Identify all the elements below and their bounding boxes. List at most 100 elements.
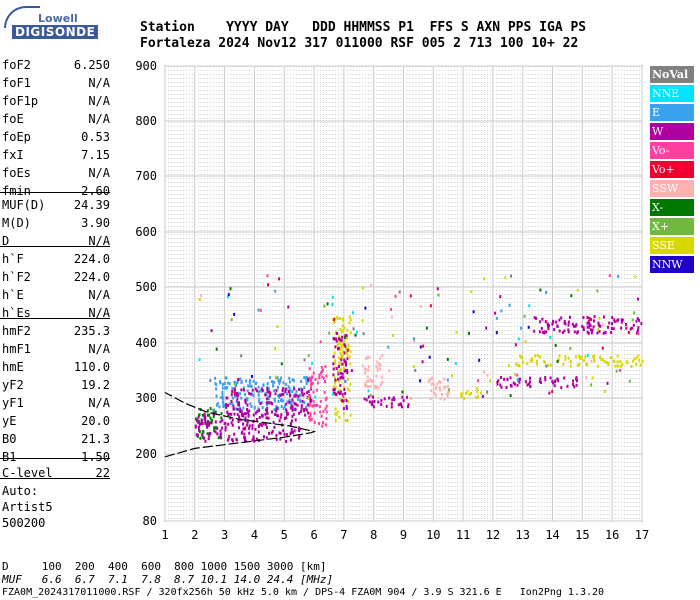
minor-grid-dot: [290, 146, 292, 147]
minor-grid-dot: [275, 382, 277, 383]
minor-grid-dot: [197, 322, 199, 323]
minor-grid-dot: [179, 178, 181, 179]
minor-grid-dot: [275, 330, 277, 331]
minor-grid-dot: [221, 134, 223, 135]
minor-grid-dot: [251, 110, 253, 111]
minor-grid-dot: [215, 274, 217, 275]
minor-grid-dot: [305, 514, 307, 515]
minor-grid-dot: [278, 186, 280, 187]
minor-grid-dot: [230, 466, 232, 467]
minor-grid-dot: [242, 174, 244, 175]
minor-grid-dot: [173, 198, 175, 199]
minor-grid-dot: [212, 322, 214, 323]
minor-grid-dot: [227, 386, 229, 387]
minor-grid-dot: [245, 162, 247, 163]
minor-grid-dot: [296, 378, 298, 379]
minor-grid-dot: [212, 390, 214, 391]
minor-grid-dot: [182, 234, 184, 235]
minor-grid-dot: [239, 422, 241, 423]
minor-grid-dot: [272, 238, 274, 239]
minor-grid-dot: [176, 494, 178, 495]
minor-grid-dot: [299, 206, 301, 207]
minor-grid-dot: [296, 230, 298, 231]
minor-grid-dot: [215, 174, 217, 175]
minor-grid-dot: [233, 238, 235, 239]
minor-grid-dot: [230, 462, 232, 463]
minor-grid-dot: [293, 226, 295, 227]
minor-grid-dot: [263, 250, 265, 251]
minor-grid-dot: [227, 330, 229, 331]
minor-grid-dot: [179, 150, 181, 151]
minor-grid-dot: [257, 234, 259, 235]
minor-grid-dot: [212, 178, 214, 179]
minor-grid-dot: [236, 130, 238, 131]
minor-grid-dot: [176, 202, 178, 203]
minor-grid-dot: [215, 506, 217, 507]
minor-grid-dot: [239, 94, 241, 95]
minor-grid-dot: [305, 390, 307, 391]
minor-grid-dot: [218, 366, 220, 367]
minor-grid-dot: [191, 162, 193, 163]
minor-grid-dot: [170, 374, 172, 375]
minor-grid-dot: [260, 118, 262, 119]
minor-grid-dot: [227, 206, 229, 207]
minor-grid-dot: [215, 134, 217, 135]
minor-grid-dot: [230, 254, 232, 255]
minor-grid-dot: [230, 498, 232, 499]
minor-grid-dot: [209, 198, 211, 199]
minor-grid-dot: [281, 258, 283, 259]
minor-grid-dot: [248, 194, 250, 195]
minor-grid-dot: [167, 222, 169, 223]
minor-grid-dot: [251, 494, 253, 495]
minor-grid-dot: [248, 246, 250, 247]
minor-grid-dot: [212, 298, 214, 299]
minor-grid-dot: [200, 102, 202, 103]
minor-grid-dot: [215, 70, 217, 71]
minor-grid-dot: [290, 270, 292, 271]
minor-grid-dot: [242, 310, 244, 311]
minor-grid-dot: [296, 258, 298, 259]
minor-grid-dot: [179, 250, 181, 251]
minor-grid-dot: [281, 138, 283, 139]
minor-grid-dot: [209, 394, 211, 395]
minor-grid-dot: [287, 142, 289, 143]
minor-grid-dot: [191, 250, 193, 251]
minor-grid-dot: [245, 278, 247, 279]
minor-grid-dot: [179, 230, 181, 231]
param-divider: [0, 478, 110, 479]
minor-grid-dot: [248, 514, 250, 515]
minor-grid-dot: [179, 382, 181, 383]
minor-grid-dot: [293, 150, 295, 151]
minor-grid-dot: [215, 78, 217, 79]
minor-grid-dot: [272, 466, 274, 467]
minor-grid-dot: [245, 306, 247, 307]
minor-grid-dot: [215, 158, 217, 159]
minor-grid-dot: [305, 142, 307, 143]
minor-grid-dot: [257, 78, 259, 79]
minor-grid-dot: [251, 474, 253, 475]
minor-grid-dot: [200, 154, 202, 155]
minor-grid-dot: [293, 222, 295, 223]
minor-grid-dot: [299, 70, 301, 71]
minor-grid-dot: [296, 102, 298, 103]
minor-grid-dot: [281, 490, 283, 491]
minor-grid-dot: [239, 470, 241, 471]
minor-grid-dot: [296, 322, 298, 323]
minor-grid-dot: [293, 258, 295, 259]
minor-grid-dot: [185, 210, 187, 211]
minor-grid-dot: [251, 518, 253, 519]
minor-grid-dot: [191, 86, 193, 87]
minor-grid-dot: [257, 86, 259, 87]
minor-grid-dot: [170, 514, 172, 515]
minor-grid-dot: [239, 502, 241, 503]
param-value: N/A: [88, 306, 110, 320]
minor-grid-dot: [191, 202, 193, 203]
param-value: 20.0: [81, 414, 110, 428]
minor-grid-dot: [203, 250, 205, 251]
minor-grid-dot: [269, 490, 271, 491]
minor-grid-dot: [275, 274, 277, 275]
minor-grid-dot: [230, 86, 232, 87]
minor-grid-dot: [188, 86, 190, 87]
minor-grid-dot: [170, 178, 172, 179]
minor-grid-dot: [188, 198, 190, 199]
